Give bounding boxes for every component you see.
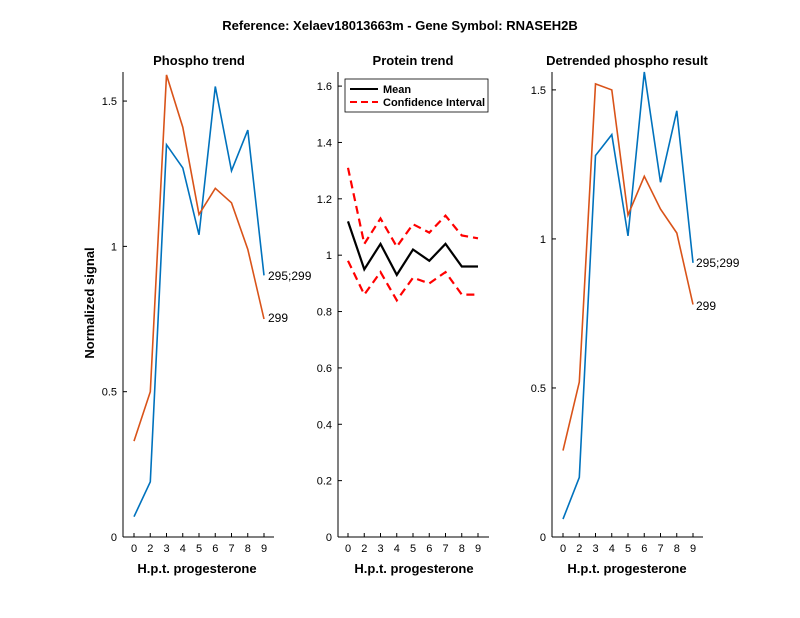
detrended-ticks: 00.511.50 2 3 4 5 6 7 8 9	[531, 85, 696, 555]
detrended-xtick-label: 5	[625, 543, 631, 555]
protein-trend-ytick-label: 0.2	[317, 476, 332, 488]
detrended-xtick-label: 0	[560, 543, 566, 555]
legend-ci-label: Confidence Interval	[383, 97, 485, 109]
detrended-xtick-label: 6	[641, 543, 647, 555]
detrended-ytick-label: 1.5	[531, 85, 546, 97]
detrended-xtick-label: 4	[609, 543, 615, 555]
protein-trend-ytick-label: 1.6	[317, 81, 332, 93]
protein-trend-ytick-label: 0.8	[317, 307, 332, 319]
phospho-trend-xtick-label: 3	[163, 543, 169, 555]
protein-trend-lines	[346, 167, 479, 303]
detrended-ytick-label: 0	[540, 532, 546, 544]
protein-trend-ytick-label: 0.6	[317, 363, 332, 375]
phospho-trend-xtick-label: 4	[180, 543, 186, 555]
figure-suptitle: Reference: Xelaev18013663m - Gene Symbol…	[222, 18, 578, 33]
protein-trend-ytick-label: 0	[326, 532, 332, 544]
protein-trend-ytick-label: 1.4	[317, 137, 332, 149]
protein-trend-xtick-label: 7	[442, 543, 448, 555]
protein-trend-series-mean	[346, 221, 478, 278]
protein-trend-xtick-label: 4	[394, 543, 400, 555]
detrended-xtick-label: 7	[657, 543, 663, 555]
phospho-trend-ticks: 00.511.50 2 3 4 5 6 7 8 9	[102, 96, 267, 555]
protein-trend-ticks: 00.20.40.60.811.21.41.60 2 3 4 5 6 7 8 9	[317, 81, 481, 555]
protein-trend-xtick-label: 2	[361, 543, 367, 555]
detrended-xtick-label: 3	[592, 543, 598, 555]
detrended-ytick-label: 0.5	[531, 383, 546, 395]
phospho-trend-ytick-label: 1	[111, 241, 117, 253]
phospho-trend-panel: Phospho trend H.p.t. progesterone Normal…	[82, 53, 312, 576]
phospho-trend-xtick-label: 8	[245, 543, 251, 555]
protein-trend-legend: Mean Confidence Interval	[344, 78, 489, 113]
phospho-trend-xtick-label: 2	[147, 543, 153, 555]
phospho-trend-xtick-label: 0	[131, 543, 137, 555]
phospho-trend-xtick-label: 7	[228, 543, 234, 555]
protein-trend-xlabel: H.p.t. progesterone	[354, 561, 473, 576]
phospho-trend-xlabel: H.p.t. progesterone	[137, 561, 256, 576]
protein-trend-ytick-label: 1.2	[317, 194, 332, 206]
protein-trend-xtick-label: 8	[459, 543, 465, 555]
phospho-trend-series-299	[133, 74, 265, 442]
protein-trend-xtick-label: 5	[410, 543, 416, 555]
phospho-trend-ytick-label: 0.5	[102, 387, 117, 399]
protein-trend-xtick-label: 6	[426, 543, 432, 555]
detrended-xtick-label: 8	[674, 543, 680, 555]
phospho-trend-end-label-295-299: 295;299	[268, 269, 312, 283]
protein-trend-ytick-label: 1	[326, 250, 332, 262]
phospho-trend-ytick-label: 1.5	[102, 96, 117, 108]
protein-trend-xtick-label: 9	[475, 543, 481, 555]
detrended-xtick-label: 9	[690, 543, 696, 555]
protein-trend-xtick-label: 3	[377, 543, 383, 555]
phospho-trend-title: Phospho trend	[153, 53, 245, 68]
detrended-panel: Detrended phospho result H.p.t. progeste…	[531, 53, 740, 576]
phospho-trend-lines	[133, 74, 265, 518]
detrended-lines	[562, 71, 694, 520]
phospho-trend-end-label-299: 299	[268, 311, 288, 325]
phospho-trend-series-295-299	[133, 86, 265, 518]
protein-trend-xtick-label: 0	[345, 543, 351, 555]
phospho-trend-ylabel: Normalized signal	[82, 247, 97, 358]
detrended-xlabel: H.p.t. progesterone	[567, 561, 686, 576]
phospho-trend-xtick-label: 6	[212, 543, 218, 555]
protein-trend-panel: Protein trend H.p.t. progesterone 0 0.2 0.…	[317, 53, 489, 576]
protein-trend-title: Protein trend	[373, 53, 454, 68]
detrended-end-label-299: 299	[696, 299, 716, 313]
detrended-title: Detrended phospho result	[546, 53, 708, 68]
detrended-series-299	[562, 82, 694, 451]
protein-trend-series-confidence-interval-upper	[346, 167, 479, 249]
legend-box	[344, 78, 489, 113]
phospho-trend-ytick-label: 0	[111, 532, 117, 544]
detrended-ytick-label: 1	[540, 234, 546, 246]
legend-mean-label: Mean	[383, 84, 411, 96]
detrended-end-label-295-299: 295;299	[696, 256, 740, 270]
phospho-trend-xtick-label: 5	[196, 543, 202, 555]
phospho-trend-xtick-label: 9	[261, 543, 267, 555]
protein-trend-ytick-label: 0.4	[317, 419, 332, 431]
detrended-series-295-299	[562, 71, 694, 520]
protein-trend-series-confidence-interval-lower	[347, 260, 478, 303]
detrended-xtick-label: 2	[576, 543, 582, 555]
